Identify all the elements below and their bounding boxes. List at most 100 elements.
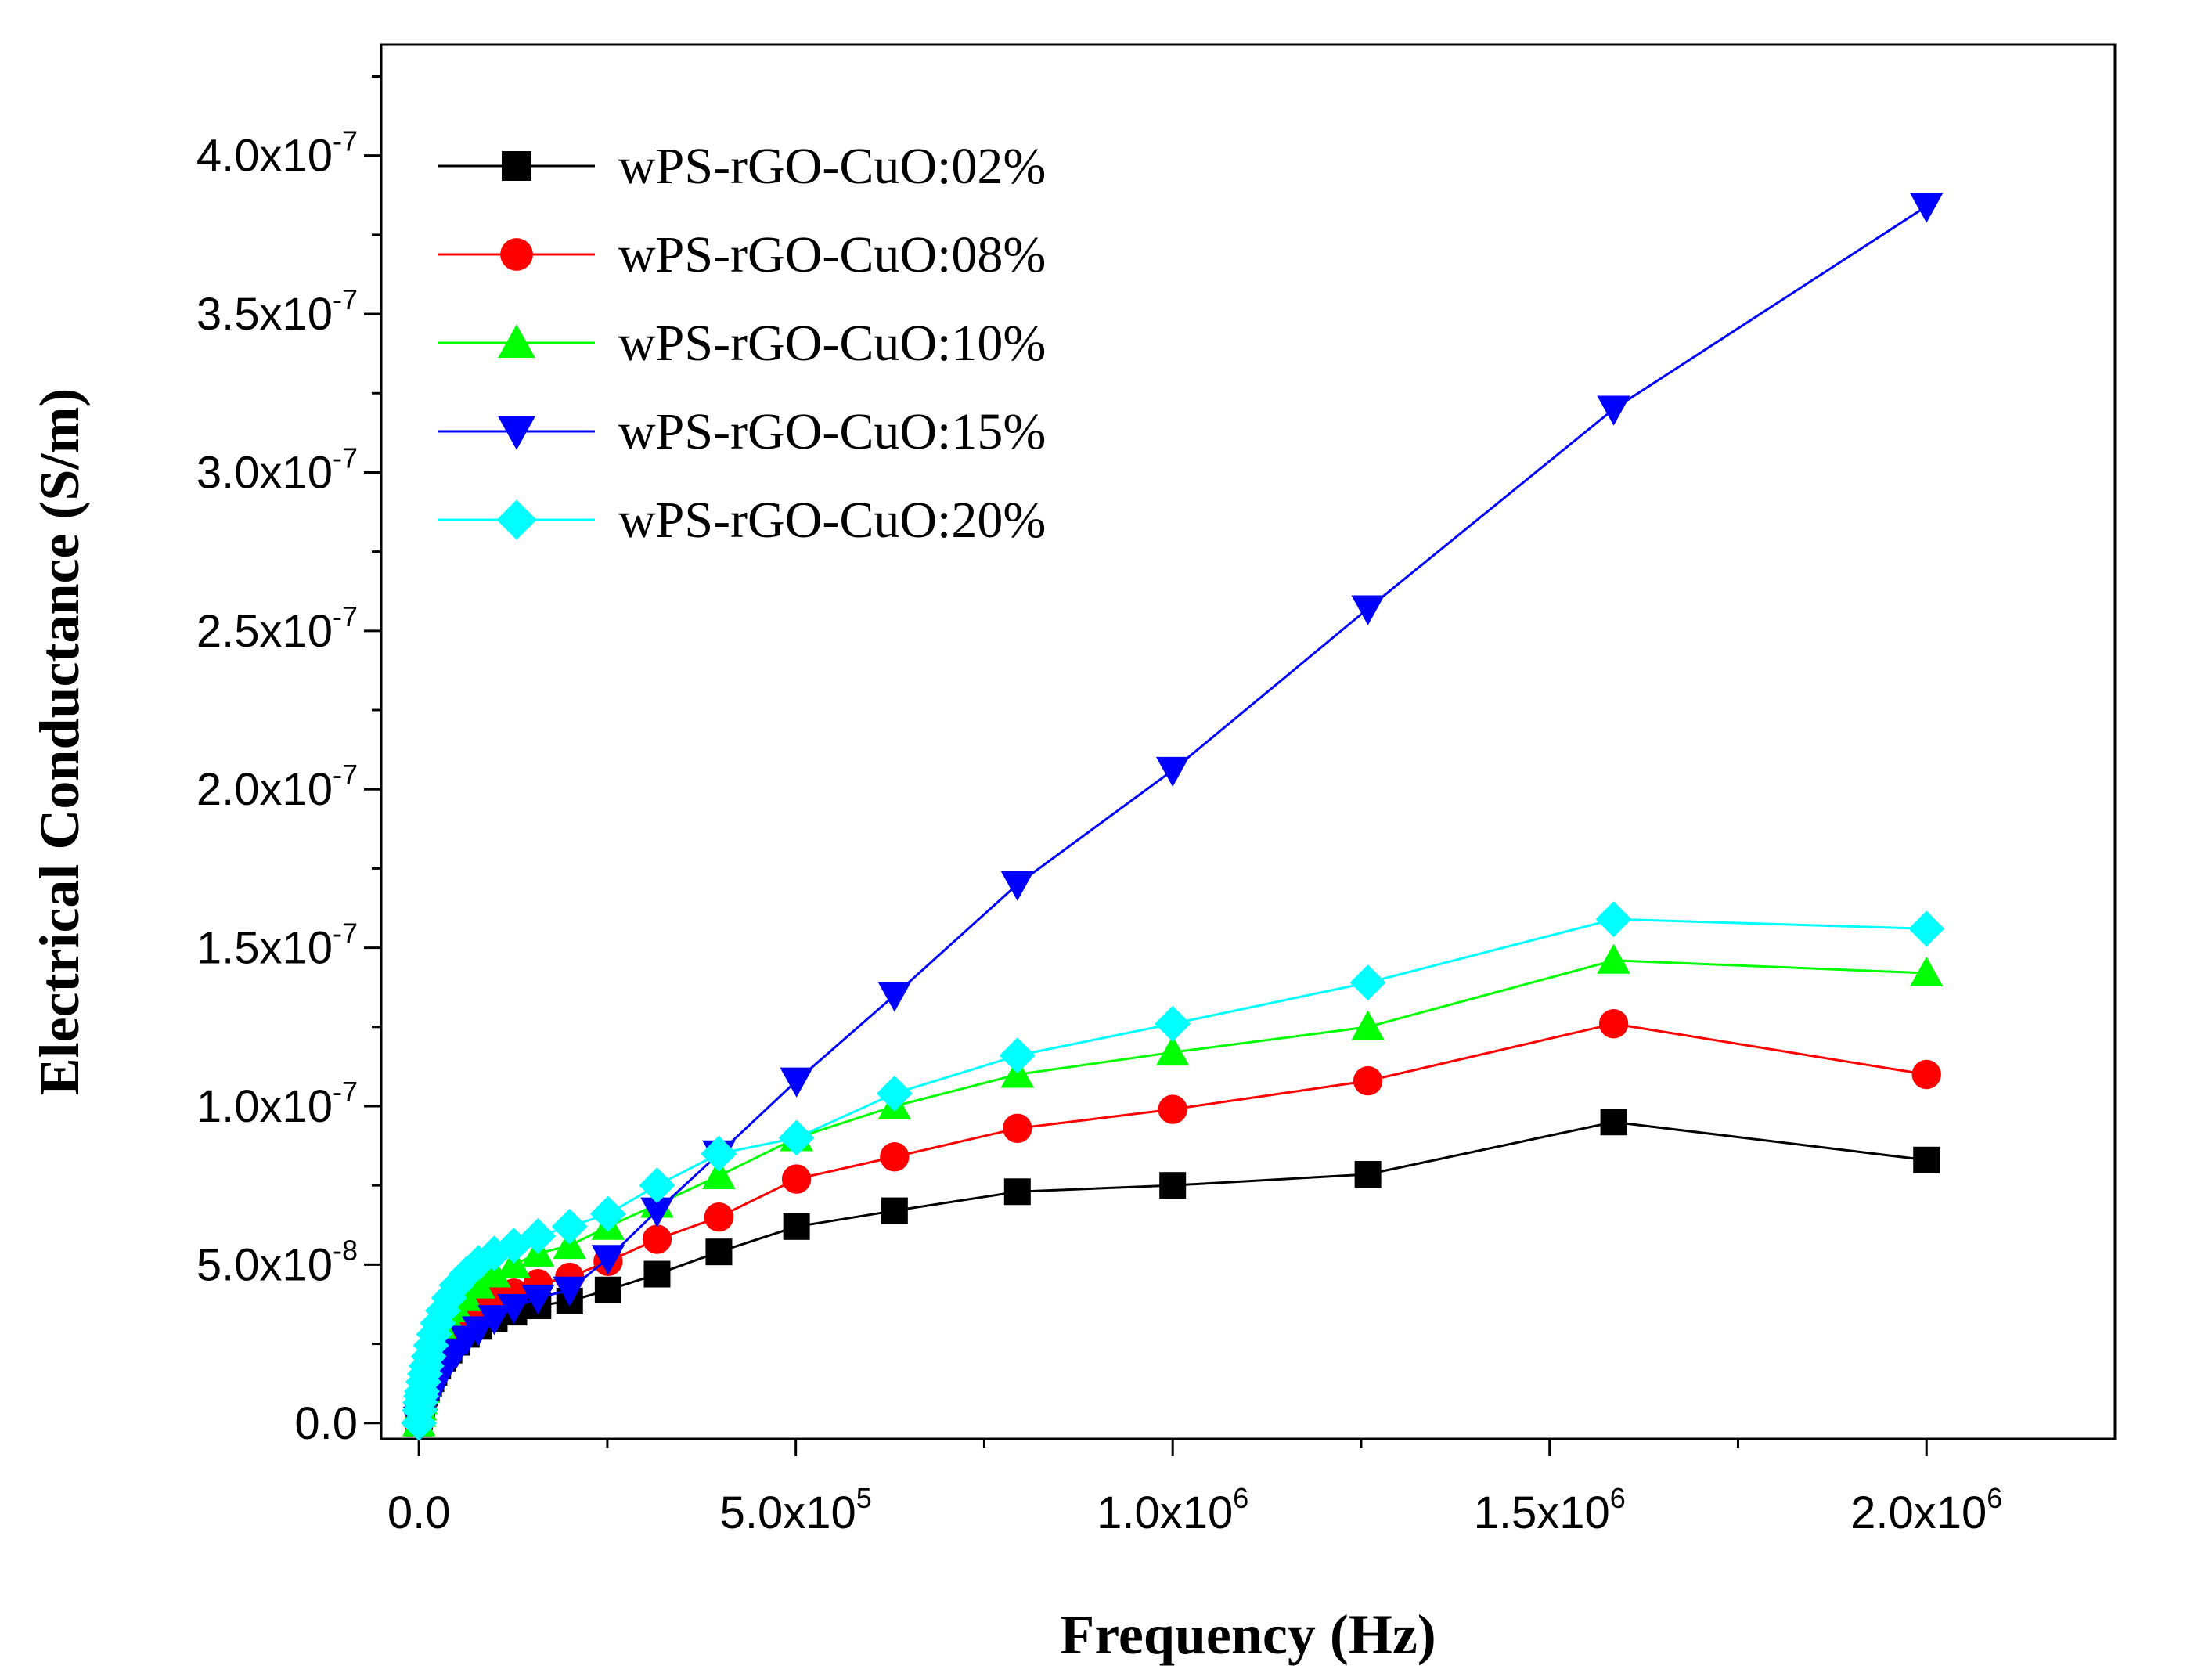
data-point: [1597, 943, 1630, 974]
x-axis-title: Frequency (Hz): [1060, 1603, 1436, 1666]
data-point: [591, 1245, 625, 1275]
x-tick-label: 0.0: [387, 1487, 451, 1538]
data-point: [1349, 964, 1386, 1001]
legend-label: wPS-rGO-CuO:15%: [618, 403, 1046, 460]
legend-item: wPS-rGO-CuO:20%: [438, 492, 1046, 549]
data-point: [1600, 1109, 1627, 1136]
data-point: [589, 1195, 626, 1232]
y-tick-label: 2.0x10-7: [196, 759, 358, 815]
plot-frame: [380, 43, 2117, 1440]
series-line: [417, 918, 1927, 1423]
legend-label: wPS-rGO-CuO:02%: [618, 138, 1046, 195]
legend-label: wPS-rGO-CuO:20%: [618, 492, 1046, 549]
data-point: [778, 1119, 815, 1156]
y-axis: 0.0 5.0x10-8 1.0x10-7 1.5x10-7 2.0x10-7 2.5x1…: [196, 74, 381, 1449]
data-point: [1908, 910, 1945, 947]
data-point: [780, 1067, 813, 1098]
data-point: [1159, 1172, 1187, 1199]
data-point: [1155, 756, 1190, 788]
data-point: [1598, 1009, 1629, 1039]
data-point: [520, 1217, 557, 1254]
data-point: [495, 1228, 532, 1264]
data-point: [705, 1238, 733, 1266]
y-tick-label: 3.5x10-7: [196, 283, 358, 340]
data-point: [431, 1279, 467, 1316]
data-point: [1003, 1113, 1032, 1144]
data-point: [881, 1197, 908, 1224]
legend-marker: [502, 151, 531, 181]
data-point: [640, 1197, 674, 1228]
data-point: [1155, 1035, 1190, 1066]
data-point: [551, 1208, 588, 1245]
data-point: [1909, 193, 1944, 223]
y-tick-label: 1.0x10-7: [196, 1076, 358, 1132]
y-tick-label: 2.5x10-7: [196, 600, 358, 657]
data-point: [1913, 1146, 1940, 1173]
series-wps-rgo-cuo-02-: [405, 1109, 1940, 1437]
legend-marker: [498, 324, 535, 358]
y-tick-label: 1.5x10-7: [196, 918, 358, 974]
y-tick-label: 5.0x10-8: [196, 1234, 358, 1290]
series-wps-rgo-cuo-15-: [402, 193, 1944, 1440]
legend-item: wPS-rGO-CuO:08%: [438, 226, 1046, 283]
data-point: [1155, 1005, 1191, 1042]
data-point: [460, 1245, 497, 1282]
series-layer: [401, 193, 1945, 1441]
legend-marker: [500, 238, 533, 271]
x-tick-label: 2.0x106: [1850, 1482, 2002, 1538]
legend: wPS-rGO-CuO:02% wPS-rGO-CuO:08% wPS-rGO-Cu…: [438, 138, 1046, 549]
data-point: [704, 1202, 734, 1232]
data-point: [1354, 1161, 1382, 1188]
legend-label: wPS-rGO-CuO:10%: [618, 315, 1046, 372]
data-point: [783, 1213, 810, 1240]
series-wps-rgo-cuo-20-: [401, 901, 1945, 1441]
data-point: [1000, 871, 1035, 901]
series-wps-rgo-cuo-08-: [404, 1009, 1941, 1438]
x-tick-label: 1.5x106: [1474, 1482, 1626, 1538]
data-point: [999, 1037, 1036, 1074]
data-point: [1351, 595, 1385, 625]
legend-item: wPS-rGO-CuO:10%: [438, 315, 1046, 372]
data-point: [461, 1316, 495, 1347]
y-tick-label: 3.0x10-7: [196, 442, 358, 498]
data-point: [1351, 1010, 1385, 1040]
data-point: [1911, 1059, 1941, 1090]
data-point: [643, 1260, 671, 1288]
data-point: [1595, 901, 1632, 938]
data-point: [1597, 395, 1630, 426]
legend-marker: [496, 499, 537, 540]
data-point: [425, 1292, 461, 1329]
data-point: [876, 1075, 913, 1112]
data-point: [553, 1276, 587, 1307]
legend-marker: [498, 416, 535, 450]
data-point: [448, 1256, 485, 1292]
data-point: [497, 1294, 531, 1325]
data-point: [1158, 1094, 1187, 1124]
data-point: [701, 1135, 737, 1172]
data-point: [594, 1276, 621, 1303]
y-tick-label: 0.0: [294, 1398, 358, 1449]
data-point: [1003, 1178, 1031, 1206]
x-axis: 0.0 5.0x105 1.0x106 1.5x106 2.0x106: [387, 1439, 2002, 1538]
data-point: [880, 1142, 910, 1172]
data-point: [639, 1167, 675, 1204]
y-tick-label: 4.0x10-7: [196, 125, 358, 182]
legend-item: wPS-rGO-CuO:02%: [438, 138, 1046, 195]
data-point: [642, 1224, 672, 1254]
data-point: [877, 982, 912, 1012]
data-point: [477, 1257, 511, 1288]
x-tick-label: 1.0x106: [1097, 1482, 1248, 1538]
x-tick-label: 5.0x105: [720, 1482, 872, 1538]
data-point: [438, 1267, 475, 1303]
y-axis-title: Electrical Conductance (S/m): [28, 388, 91, 1096]
data-point: [461, 1268, 495, 1299]
data-point: [521, 1284, 555, 1315]
legend-label: wPS-rGO-CuO:08%: [618, 226, 1046, 283]
data-point: [1353, 1065, 1383, 1096]
legend-item: wPS-rGO-CuO:15%: [438, 403, 1046, 460]
data-point: [702, 1159, 736, 1190]
data-point: [1909, 956, 1944, 986]
data-point: [477, 1305, 511, 1336]
data-point: [781, 1164, 812, 1194]
